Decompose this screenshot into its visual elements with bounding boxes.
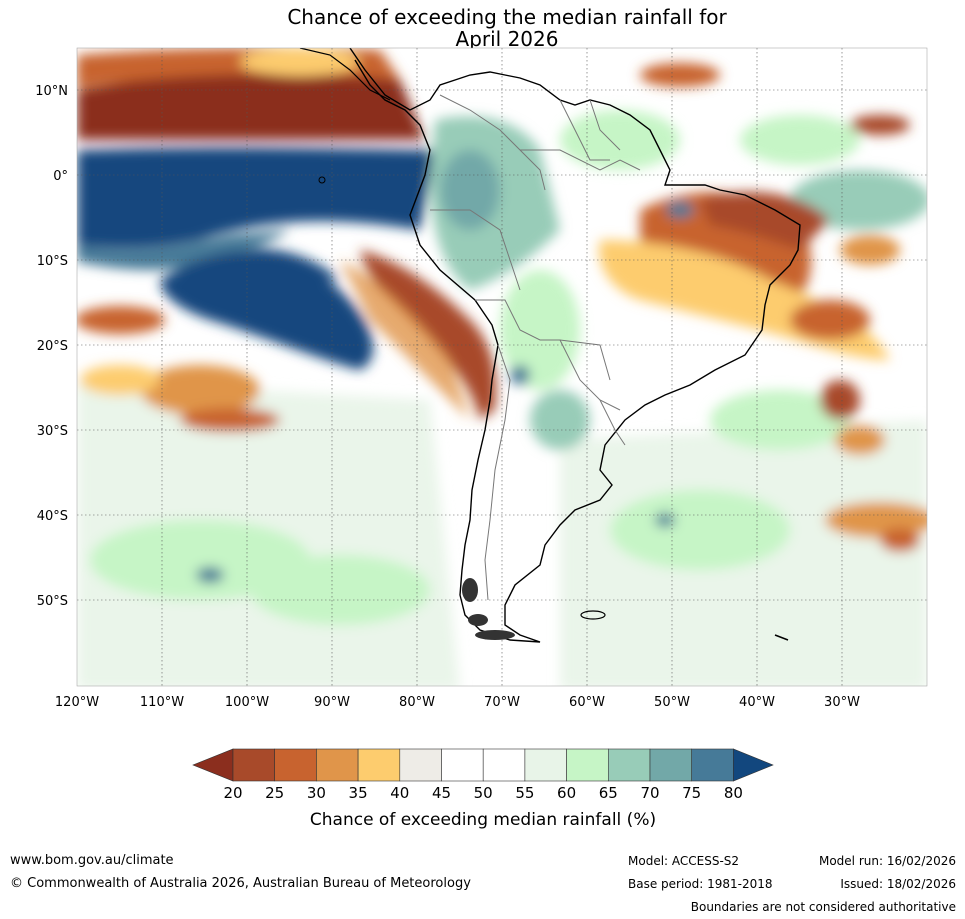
lon-label: 80°W: [399, 695, 435, 710]
colorbar-segment: [482, 748, 526, 782]
colorbar-tick-label: 30: [307, 784, 326, 802]
lon-label: 70°W: [484, 695, 520, 710]
colorbar-segment: [441, 748, 484, 782]
colorbar-tick-label: 35: [349, 784, 368, 802]
lon-label: 50°W: [654, 695, 690, 710]
colorbar-tick-label: 50: [474, 784, 493, 802]
lat-label: 10°N: [35, 84, 68, 99]
colorbar-tick-label: 45: [432, 784, 451, 802]
colorbar-segment: [607, 748, 651, 782]
colorbar-tick-label: 70: [640, 784, 659, 802]
colorbar-segment: [274, 748, 317, 782]
graticule: [77, 48, 927, 686]
colorbar-tick-label: 40: [390, 784, 409, 802]
falkland-islands: [580, 610, 606, 620]
lat-label: 20°S: [37, 339, 68, 354]
colorbar-tick-label: 75: [682, 784, 701, 802]
lon-label: 40°W: [739, 695, 775, 710]
map-title-line1: Chance of exceeding the median rainfall …: [287, 5, 727, 29]
lat-label: 10°S: [37, 254, 68, 269]
galapagos-islands: [318, 176, 326, 184]
colorbar-tick-label: 60: [557, 784, 576, 802]
colorbar-segment: [649, 748, 693, 782]
colorbar-tick-label: 55: [515, 784, 534, 802]
lon-label: 90°W: [314, 695, 350, 710]
footer-url: www.bom.gov.au/climate: [10, 853, 174, 868]
colorbar-tick-label: 65: [599, 784, 618, 802]
footer-disclaimer: Boundaries are not considered authoritat…: [690, 900, 956, 914]
colorbar-extend-low: [192, 748, 234, 782]
colorbar-segment: [232, 748, 276, 782]
lat-label: 40°S: [37, 509, 68, 524]
colorbar-ticks: 20 25 30 35 40 45 50 55 60 65 70 75 80: [223, 784, 742, 802]
lon-label: 110°W: [140, 695, 184, 710]
colorbar: [192, 748, 774, 782]
colorbar-tick-label: 25: [265, 784, 284, 802]
lon-label: 60°W: [569, 695, 605, 710]
footer-copyright: © Commonwealth of Australia 2026, Austra…: [10, 876, 471, 891]
patagonia-islands: [462, 578, 515, 640]
colorbar-segment: [566, 748, 609, 782]
colorbar-tick-label: 20: [223, 784, 242, 802]
country-borders: [430, 94, 641, 601]
colorbar-segment: [524, 748, 567, 782]
colorbar-segment: [357, 748, 401, 782]
map-border: [76, 47, 928, 687]
footer-issued: Issued: 18/02/2026: [840, 877, 956, 891]
rainfall-field: [77, 48, 927, 686]
map-title-line2: April 2026: [455, 27, 559, 51]
south-america-coastline: [349, 48, 801, 643]
colorbar-label: Chance of exceeding median rainfall (%): [310, 810, 656, 830]
footer-model-run: Model run: 16/02/2026: [818, 854, 956, 868]
lon-label: 120°W: [55, 695, 99, 710]
central-america-coastline: [299, 48, 391, 101]
footer-model: Model: ACCESS-S2: [628, 854, 740, 868]
colorbar-extend-high: [733, 748, 774, 782]
lon-label: 100°W: [225, 695, 269, 710]
colorbar-tick-label: 80: [724, 784, 743, 802]
colorbar-segment: [691, 748, 734, 782]
lat-label: 30°S: [37, 424, 68, 439]
lat-label: 50°S: [37, 594, 68, 609]
lat-label: 0°: [53, 169, 68, 184]
colorbar-segment: [316, 748, 359, 782]
footer-base-period: Base period: 1981-2018: [628, 877, 773, 891]
lon-label: 30°W: [824, 695, 860, 710]
south-georgia-island: [774, 634, 789, 641]
colorbar-segment: [399, 748, 442, 782]
